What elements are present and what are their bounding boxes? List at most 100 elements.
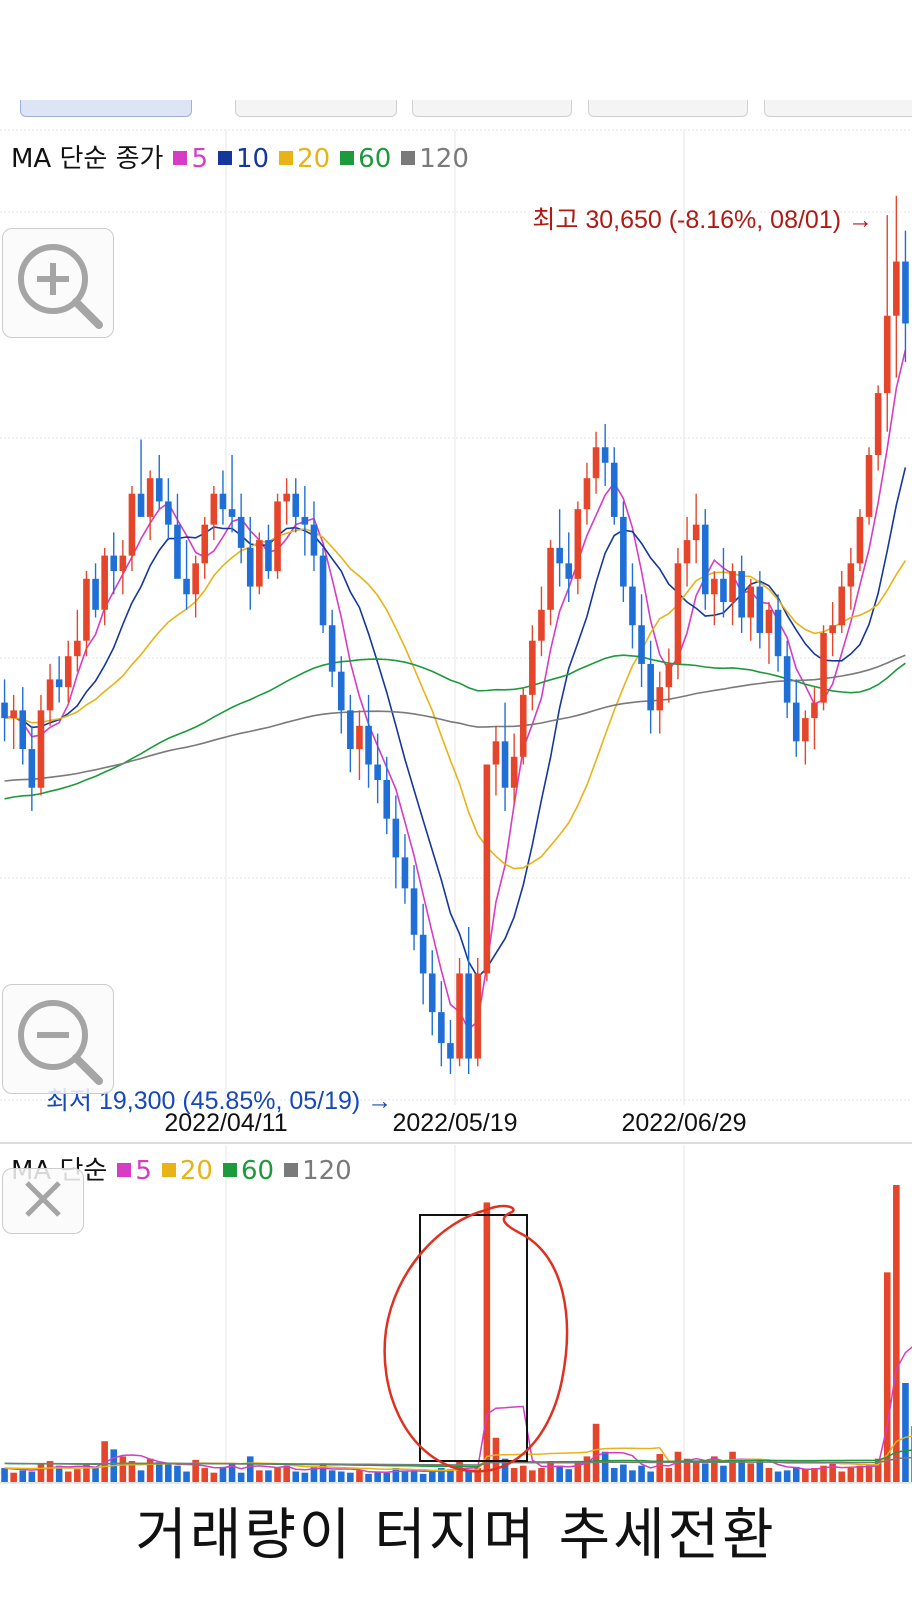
volume-bar (146, 1458, 154, 1482)
volume-bar (674, 1451, 682, 1482)
candle (219, 470, 227, 525)
x-tick-label: 2022/05/19 (392, 1109, 517, 1137)
volume-bar (10, 1472, 17, 1482)
close-volume-button[interactable] (2, 1168, 84, 1234)
volume-bar (893, 1185, 900, 1482)
caption: 거래량이 터지며 추세전환 (135, 1503, 777, 1568)
candle (401, 834, 409, 904)
candle (283, 478, 290, 525)
volume-legend-label-60: 60 (240, 1156, 275, 1186)
volume-bar (474, 1468, 482, 1482)
candle (629, 563, 636, 649)
volume-bar (465, 1471, 472, 1482)
volume-bar (274, 1468, 281, 1482)
candle (656, 671, 664, 734)
volume-bar (419, 1473, 427, 1482)
tab-1[interactable] (20, 100, 192, 117)
volume-bar (865, 1464, 873, 1482)
candle (456, 957, 463, 1067)
volume-legend-label-120: 120 (302, 1156, 352, 1186)
candle (337, 656, 345, 734)
candle (538, 586, 545, 657)
volume-bar (374, 1471, 381, 1482)
candle (383, 756, 391, 835)
volume-bar (1, 1468, 8, 1482)
candle (128, 485, 136, 572)
volume-bar (356, 1470, 363, 1482)
volume-bar (383, 1472, 391, 1482)
chart-grid (0, 129, 912, 1484)
volume-bar (301, 1472, 309, 1482)
candle (92, 563, 99, 618)
candle (865, 447, 873, 525)
candle (547, 540, 554, 626)
volume-bar (246, 1456, 254, 1482)
volume-ma-120 (4, 1456, 912, 1466)
candle (347, 694, 354, 773)
volume-bar (756, 1461, 764, 1482)
candle (83, 571, 90, 657)
candle (720, 547, 727, 618)
volume-legend-swatch-5 (117, 1163, 132, 1177)
candle (674, 547, 682, 680)
highlight-box (419, 1214, 528, 1462)
tab-2[interactable] (235, 100, 397, 117)
volume-bar (92, 1466, 99, 1482)
candle (110, 532, 118, 595)
volume-bar (492, 1437, 500, 1482)
candle (137, 439, 145, 517)
volume-bar (783, 1470, 791, 1482)
candle (246, 516, 254, 610)
volume-bar (19, 1470, 27, 1482)
volume-bar (538, 1468, 545, 1482)
volume-bar (337, 1471, 345, 1482)
zoom-out-button[interactable] (2, 984, 114, 1094)
candle (774, 594, 782, 672)
tab-5[interactable] (764, 100, 912, 117)
candle (701, 509, 709, 610)
candle (765, 602, 773, 664)
candle (529, 625, 536, 711)
zoom-in-button[interactable] (2, 228, 114, 338)
volume-bar (510, 1468, 518, 1482)
candle (556, 509, 563, 587)
candle (274, 493, 281, 579)
tab-3[interactable] (412, 100, 572, 117)
volume-bar (55, 1465, 63, 1482)
candle (10, 694, 17, 750)
volume-bar (219, 1466, 227, 1482)
candle (174, 493, 181, 579)
candle (820, 625, 827, 711)
volume-bar (638, 1465, 645, 1482)
volume-bar (711, 1456, 718, 1482)
candle (301, 485, 309, 556)
price-legend-swatch-10 (217, 151, 232, 165)
volume-bar (665, 1468, 673, 1482)
tab-4[interactable] (588, 100, 748, 117)
volume-bar (720, 1465, 727, 1482)
volume-bar (629, 1470, 636, 1482)
candle (28, 725, 36, 811)
candle (155, 455, 163, 510)
volume-bar (811, 1468, 818, 1482)
candle (792, 679, 800, 757)
candle (565, 532, 573, 603)
candle (647, 640, 654, 734)
volume-bar (46, 1461, 54, 1482)
candle (237, 493, 245, 564)
volume-bar (192, 1459, 199, 1482)
volume-bar (792, 1466, 800, 1482)
volume-bar (438, 1468, 445, 1482)
candle (201, 516, 209, 579)
candle (292, 478, 300, 533)
volume-bar (838, 1471, 846, 1482)
candle (783, 640, 791, 719)
price-legend-label-5: 5 (191, 144, 208, 174)
candle (683, 516, 691, 587)
highlight-circle (383, 1204, 569, 1473)
volume-bar (201, 1468, 209, 1482)
candle (601, 424, 609, 486)
candle (374, 733, 381, 804)
volume-bar (28, 1471, 36, 1482)
